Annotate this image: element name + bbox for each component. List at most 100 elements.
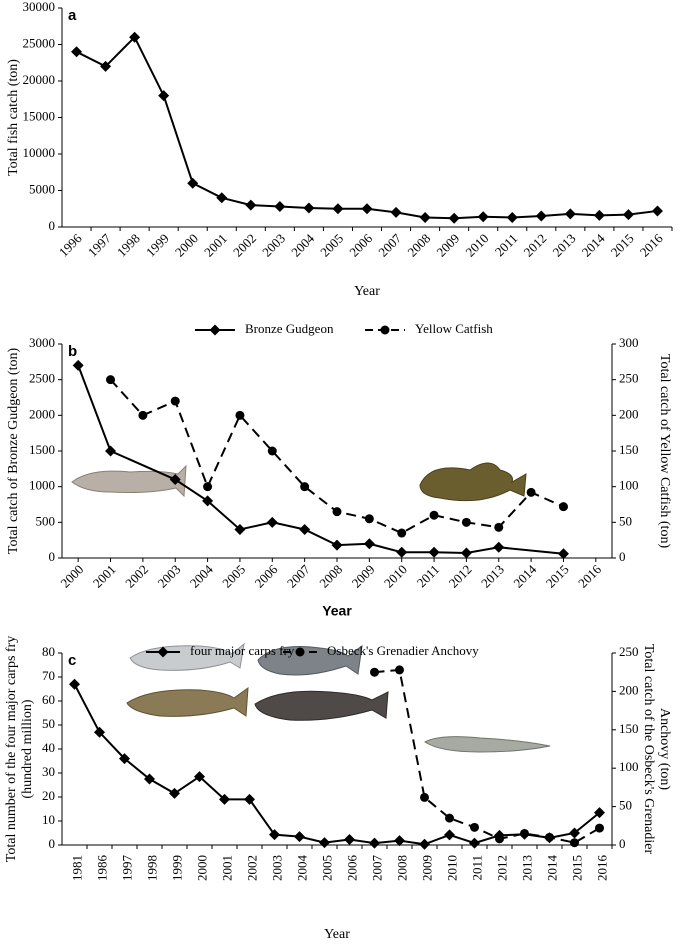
x-axis-title: Year	[322, 603, 352, 619]
fish-illustration	[257, 644, 363, 676]
x-tick-label: 2008	[394, 855, 409, 881]
y-tick-label: 20	[42, 788, 55, 803]
x-tick-label: 1997	[119, 855, 134, 882]
x-tick-label: 2014	[510, 561, 539, 590]
y-tick-label: 5000	[29, 181, 55, 196]
y-tick-label: 20000	[23, 72, 56, 87]
x-tick-label: 2016	[637, 230, 666, 259]
data-point	[138, 410, 148, 420]
data-point	[428, 546, 440, 558]
data-point	[520, 828, 529, 838]
fish-illustration	[424, 736, 551, 753]
x-axis-title: Year	[324, 927, 350, 942]
y-tick-label: 80	[42, 644, 55, 659]
y-tick-label: 15000	[23, 108, 56, 123]
x-tick-label: 2007	[284, 561, 313, 590]
fish-illustration	[419, 462, 527, 502]
data-point	[448, 212, 460, 224]
data-point	[369, 837, 380, 849]
data-point	[294, 831, 305, 843]
y2-tick-label: 150	[619, 721, 639, 736]
x-tick-label: 2005	[219, 562, 248, 591]
data-point	[594, 807, 605, 819]
x-tick-label: 2013	[519, 855, 534, 881]
x-tick-label: 1999	[169, 855, 184, 881]
x-tick-label: 2014	[544, 855, 559, 882]
fish-illustrations	[71, 462, 551, 753]
data-point	[651, 205, 663, 217]
legend-marker	[380, 325, 390, 335]
data-point	[460, 547, 472, 559]
x-tick-label: 2005	[319, 855, 334, 881]
x-tick-label: 2006	[252, 561, 281, 590]
y2-tick-label: 200	[619, 406, 639, 421]
x-tick-label: 2007	[369, 855, 384, 882]
data-point	[129, 31, 141, 43]
y-tick-label: 2500	[29, 371, 55, 386]
data-point	[569, 827, 580, 839]
data-point	[370, 667, 379, 677]
y-axis-title: Total catch of Bronze Gudgeon (ton)	[6, 348, 21, 555]
x-tick-label: 1998	[114, 231, 143, 260]
data-point	[344, 833, 355, 845]
x-tick-label: 2011	[492, 231, 521, 260]
y2-tick-label: 150	[619, 442, 639, 457]
panel-label: b	[68, 343, 77, 360]
y-axis-title: Total fish catch (ton)	[6, 59, 21, 176]
data-point	[395, 665, 404, 675]
x-tick-label: 2007	[375, 230, 404, 259]
x-tick-label: 1997	[85, 230, 114, 259]
data-point	[622, 209, 634, 221]
data-point	[557, 548, 569, 560]
y-axis-title: (hundred million)	[20, 699, 35, 798]
data-point	[332, 507, 342, 517]
data-point	[119, 753, 130, 765]
data-point	[493, 541, 505, 553]
data-point	[461, 517, 471, 527]
x-tick-label: 1996	[56, 230, 85, 259]
data-point	[202, 495, 214, 507]
x-tick-label: 2001	[90, 562, 119, 591]
data-point	[144, 773, 155, 785]
y-tick-label: 3000	[29, 335, 55, 350]
y-tick-label: 30	[42, 764, 55, 779]
data-point	[274, 201, 286, 213]
data-point	[494, 522, 504, 532]
x-tick-label: 2013	[478, 562, 507, 591]
data-point	[269, 829, 280, 841]
data-point	[419, 212, 431, 224]
y2-tick-label: 0	[619, 549, 626, 564]
y-tick-label: 25000	[23, 35, 56, 50]
x-tick-label: 1981	[69, 855, 84, 881]
y2-tick-label: 300	[619, 335, 639, 350]
x-tick-label: 2010	[444, 855, 459, 881]
data-point	[397, 528, 407, 538]
data-point	[194, 771, 205, 783]
x-tick-label: 2013	[550, 231, 579, 260]
y-tick-label: 10	[42, 812, 55, 827]
data-point	[187, 177, 199, 189]
data-point	[364, 514, 374, 524]
series-line	[374, 668, 601, 844]
data-point	[266, 516, 278, 528]
x-tick-label: 2002	[244, 855, 259, 881]
data-point	[203, 482, 213, 492]
data-point	[71, 46, 83, 58]
x-tick-label: 2015	[569, 855, 584, 881]
y-tick-label: 60	[42, 692, 55, 707]
data-point	[361, 203, 373, 215]
data-point	[564, 208, 576, 220]
x-tick-label: 2015	[608, 231, 637, 260]
y-tick-label: 10000	[23, 145, 56, 160]
data-point	[363, 538, 375, 550]
data-point	[234, 523, 246, 535]
data-point	[299, 523, 311, 535]
legend-label: Bronze Gudgeon	[245, 321, 334, 336]
legend-marker	[157, 646, 169, 658]
data-point	[445, 813, 454, 823]
x-tick-label: 2009	[433, 231, 462, 260]
data-point	[170, 396, 180, 406]
data-point	[69, 678, 80, 690]
x-tick-label: 2016	[575, 561, 604, 590]
y-tick-label: 0	[49, 218, 56, 233]
